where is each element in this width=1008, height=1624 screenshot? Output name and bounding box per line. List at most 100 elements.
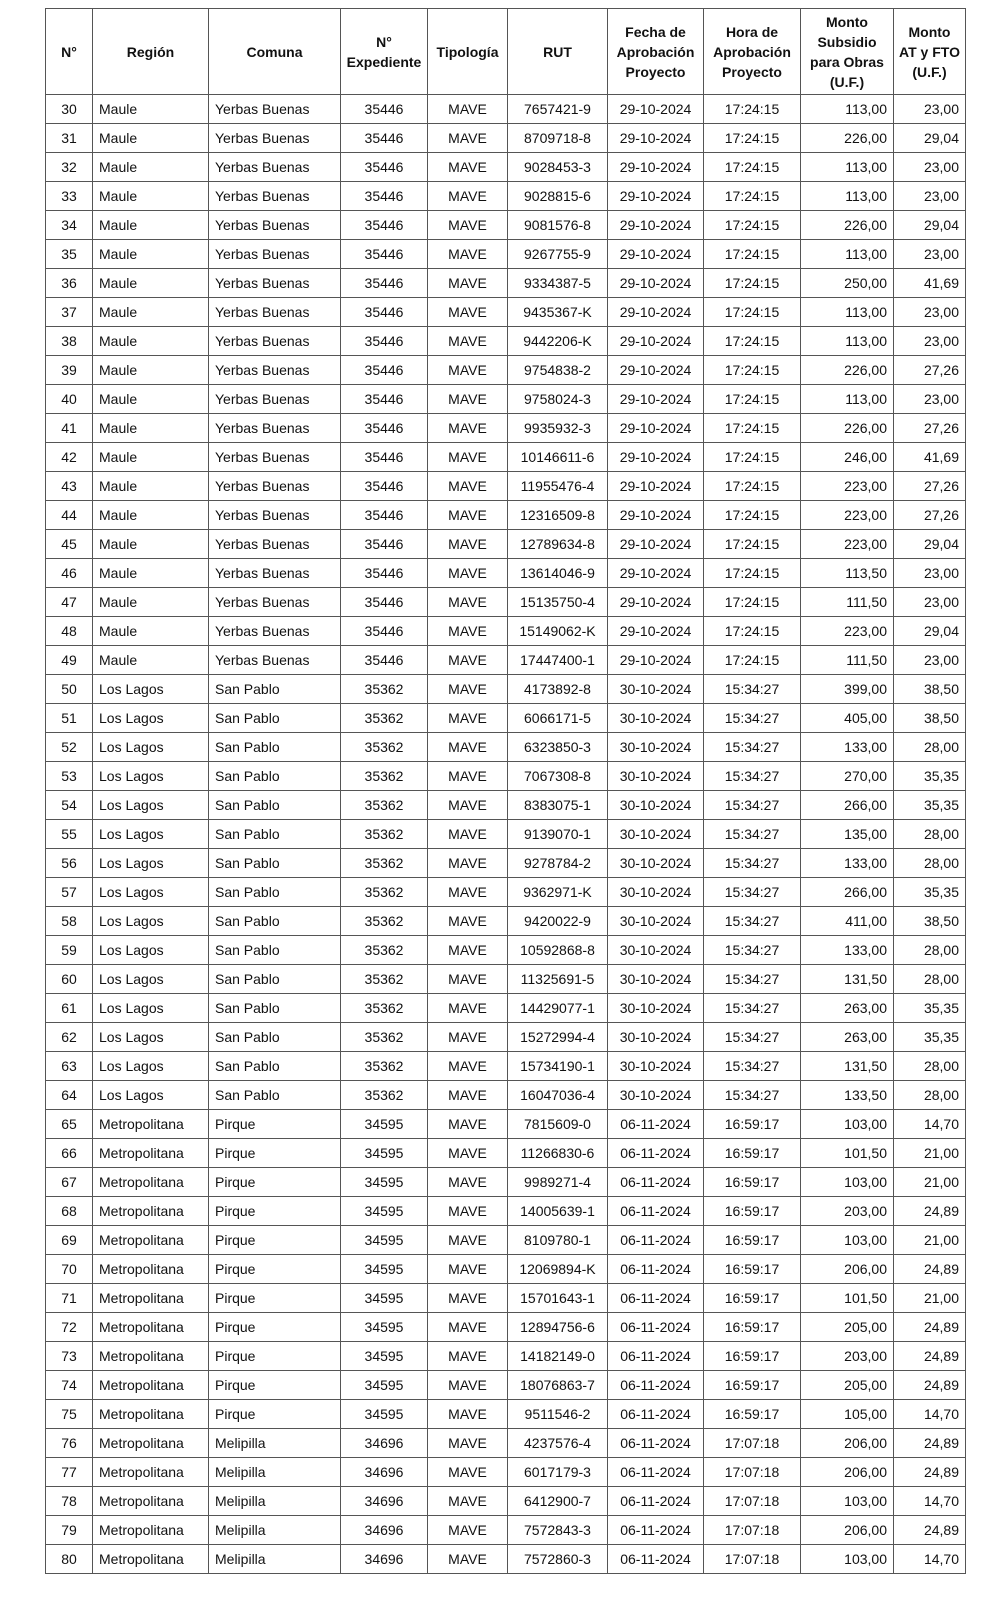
cell-hora: 17:24:15 — [703, 268, 801, 298]
cell-comuna: Melipilla — [208, 1428, 341, 1458]
cell-expediente: 34595 — [340, 1225, 428, 1255]
table-row: 45 Maule Yerbas Buenas 35446 MAVE 12789634-8 2… — [45, 529, 966, 559]
cell-number: 57 — [45, 877, 93, 907]
table-row: 64 Los Lagos San Pablo 35362 MAVE 16047036-4 3… — [45, 1080, 966, 1110]
cell-number: 47 — [45, 587, 93, 617]
cell-expediente: 35446 — [340, 297, 428, 327]
cell-number: 40 — [45, 384, 93, 414]
cell-monto-at-fto: 24,89 — [893, 1254, 966, 1284]
cell-hora: 16:59:17 — [703, 1341, 801, 1371]
cell-tipologia: MAVE — [427, 674, 508, 704]
cell-monto-obras: 113,00 — [800, 94, 894, 124]
cell-monto-at-fto: 35,35 — [893, 790, 966, 820]
cell-rut: 8109780-1 — [507, 1225, 608, 1255]
cell-number: 30 — [45, 94, 93, 124]
cell-rut: 9362971-K — [507, 877, 608, 907]
cell-rut: 9028453-3 — [507, 152, 608, 182]
cell-monto-at-fto: 38,50 — [893, 674, 966, 704]
cell-expediente: 35362 — [340, 703, 428, 733]
cell-comuna: Pirque — [208, 1196, 341, 1226]
cell-fecha: 06-11-2024 — [607, 1544, 704, 1574]
table-row: 67 Metropolitana Pirque 34595 MAVE 9989271-4 0… — [45, 1167, 966, 1197]
cell-number: 45 — [45, 529, 93, 559]
header-hora: Hora de Aprobación Proyecto — [703, 8, 801, 95]
cell-tipologia: MAVE — [427, 442, 508, 472]
cell-region: Los Lagos — [92, 1022, 209, 1052]
cell-region: Maule — [92, 268, 209, 298]
cell-fecha: 29-10-2024 — [607, 442, 704, 472]
cell-monto-at-fto: 28,00 — [893, 732, 966, 762]
cell-hora: 16:59:17 — [703, 1167, 801, 1197]
cell-fecha: 06-11-2024 — [607, 1196, 704, 1226]
cell-rut: 9278784-2 — [507, 848, 608, 878]
cell-rut: 6066171-5 — [507, 703, 608, 733]
cell-expediente: 35446 — [340, 181, 428, 211]
cell-monto-obras: 131,50 — [800, 964, 894, 994]
cell-rut: 8709718-8 — [507, 123, 608, 153]
table-row: 70 Metropolitana Pirque 34595 MAVE 12069894-K… — [45, 1254, 966, 1284]
cell-hora: 17:24:15 — [703, 500, 801, 530]
cell-tipologia: MAVE — [427, 1544, 508, 1574]
cell-expediente: 34595 — [340, 1283, 428, 1313]
cell-expediente: 35362 — [340, 1022, 428, 1052]
cell-monto-obras: 206,00 — [800, 1457, 894, 1487]
cell-monto-obras: 103,00 — [800, 1225, 894, 1255]
cell-region: Los Lagos — [92, 1080, 209, 1110]
cell-number: 69 — [45, 1225, 93, 1255]
table-row: 51 Los Lagos San Pablo 35362 MAVE 6066171-5 30… — [45, 703, 966, 733]
cell-monto-at-fto: 23,00 — [893, 384, 966, 414]
cell-fecha: 29-10-2024 — [607, 239, 704, 269]
cell-comuna: Yerbas Buenas — [208, 297, 341, 327]
cell-number: 33 — [45, 181, 93, 211]
cell-hora: 15:34:27 — [703, 1080, 801, 1110]
cell-region: Metropolitana — [92, 1341, 209, 1371]
cell-monto-at-fto: 23,00 — [893, 181, 966, 211]
cell-region: Los Lagos — [92, 848, 209, 878]
cell-monto-obras: 226,00 — [800, 210, 894, 240]
cell-rut: 15272994-4 — [507, 1022, 608, 1052]
cell-region: Metropolitana — [92, 1196, 209, 1226]
cell-tipologia: MAVE — [427, 1051, 508, 1081]
cell-number: 36 — [45, 268, 93, 298]
cell-number: 50 — [45, 674, 93, 704]
cell-monto-at-fto: 24,89 — [893, 1312, 966, 1342]
cell-rut: 14005639-1 — [507, 1196, 608, 1226]
cell-comuna: Yerbas Buenas — [208, 500, 341, 530]
cell-number: 53 — [45, 761, 93, 791]
cell-number: 63 — [45, 1051, 93, 1081]
cell-rut: 11955476-4 — [507, 471, 608, 501]
cell-rut: 9334387-5 — [507, 268, 608, 298]
cell-monto-at-fto: 35,35 — [893, 993, 966, 1023]
header-tipologia: Tipología — [427, 8, 508, 95]
cell-region: Los Lagos — [92, 703, 209, 733]
cell-region: Los Lagos — [92, 790, 209, 820]
cell-comuna: San Pablo — [208, 1022, 341, 1052]
cell-tipologia: MAVE — [427, 645, 508, 675]
cell-hora: 17:24:15 — [703, 152, 801, 182]
cell-monto-obras: 111,50 — [800, 587, 894, 617]
cell-expediente: 35362 — [340, 732, 428, 762]
cell-expediente: 35446 — [340, 210, 428, 240]
cell-fecha: 30-10-2024 — [607, 877, 704, 907]
cell-monto-obras: 250,00 — [800, 268, 894, 298]
cell-number: 66 — [45, 1138, 93, 1168]
table-row: 31 Maule Yerbas Buenas 35446 MAVE 8709718-8 29… — [45, 123, 966, 153]
cell-expediente: 35362 — [340, 993, 428, 1023]
cell-hora: 15:34:27 — [703, 732, 801, 762]
cell-hora: 17:24:15 — [703, 326, 801, 356]
table-row: 49 Maule Yerbas Buenas 35446 MAVE 17447400-1 2… — [45, 645, 966, 675]
table-row: 57 Los Lagos San Pablo 35362 MAVE 9362971-K 30… — [45, 877, 966, 907]
cell-comuna: San Pablo — [208, 1051, 341, 1081]
cell-monto-obras: 113,00 — [800, 152, 894, 182]
cell-fecha: 30-10-2024 — [607, 674, 704, 704]
cell-comuna: Yerbas Buenas — [208, 355, 341, 385]
table-row: 71 Metropolitana Pirque 34595 MAVE 15701643-1… — [45, 1283, 966, 1313]
cell-number: 39 — [45, 355, 93, 385]
cell-hora: 15:34:27 — [703, 877, 801, 907]
cell-expediente: 35446 — [340, 326, 428, 356]
cell-region: Metropolitana — [92, 1254, 209, 1284]
cell-tipologia: MAVE — [427, 1457, 508, 1487]
cell-hora: 15:34:27 — [703, 761, 801, 791]
cell-tipologia: MAVE — [427, 500, 508, 530]
cell-monto-at-fto: 38,50 — [893, 703, 966, 733]
